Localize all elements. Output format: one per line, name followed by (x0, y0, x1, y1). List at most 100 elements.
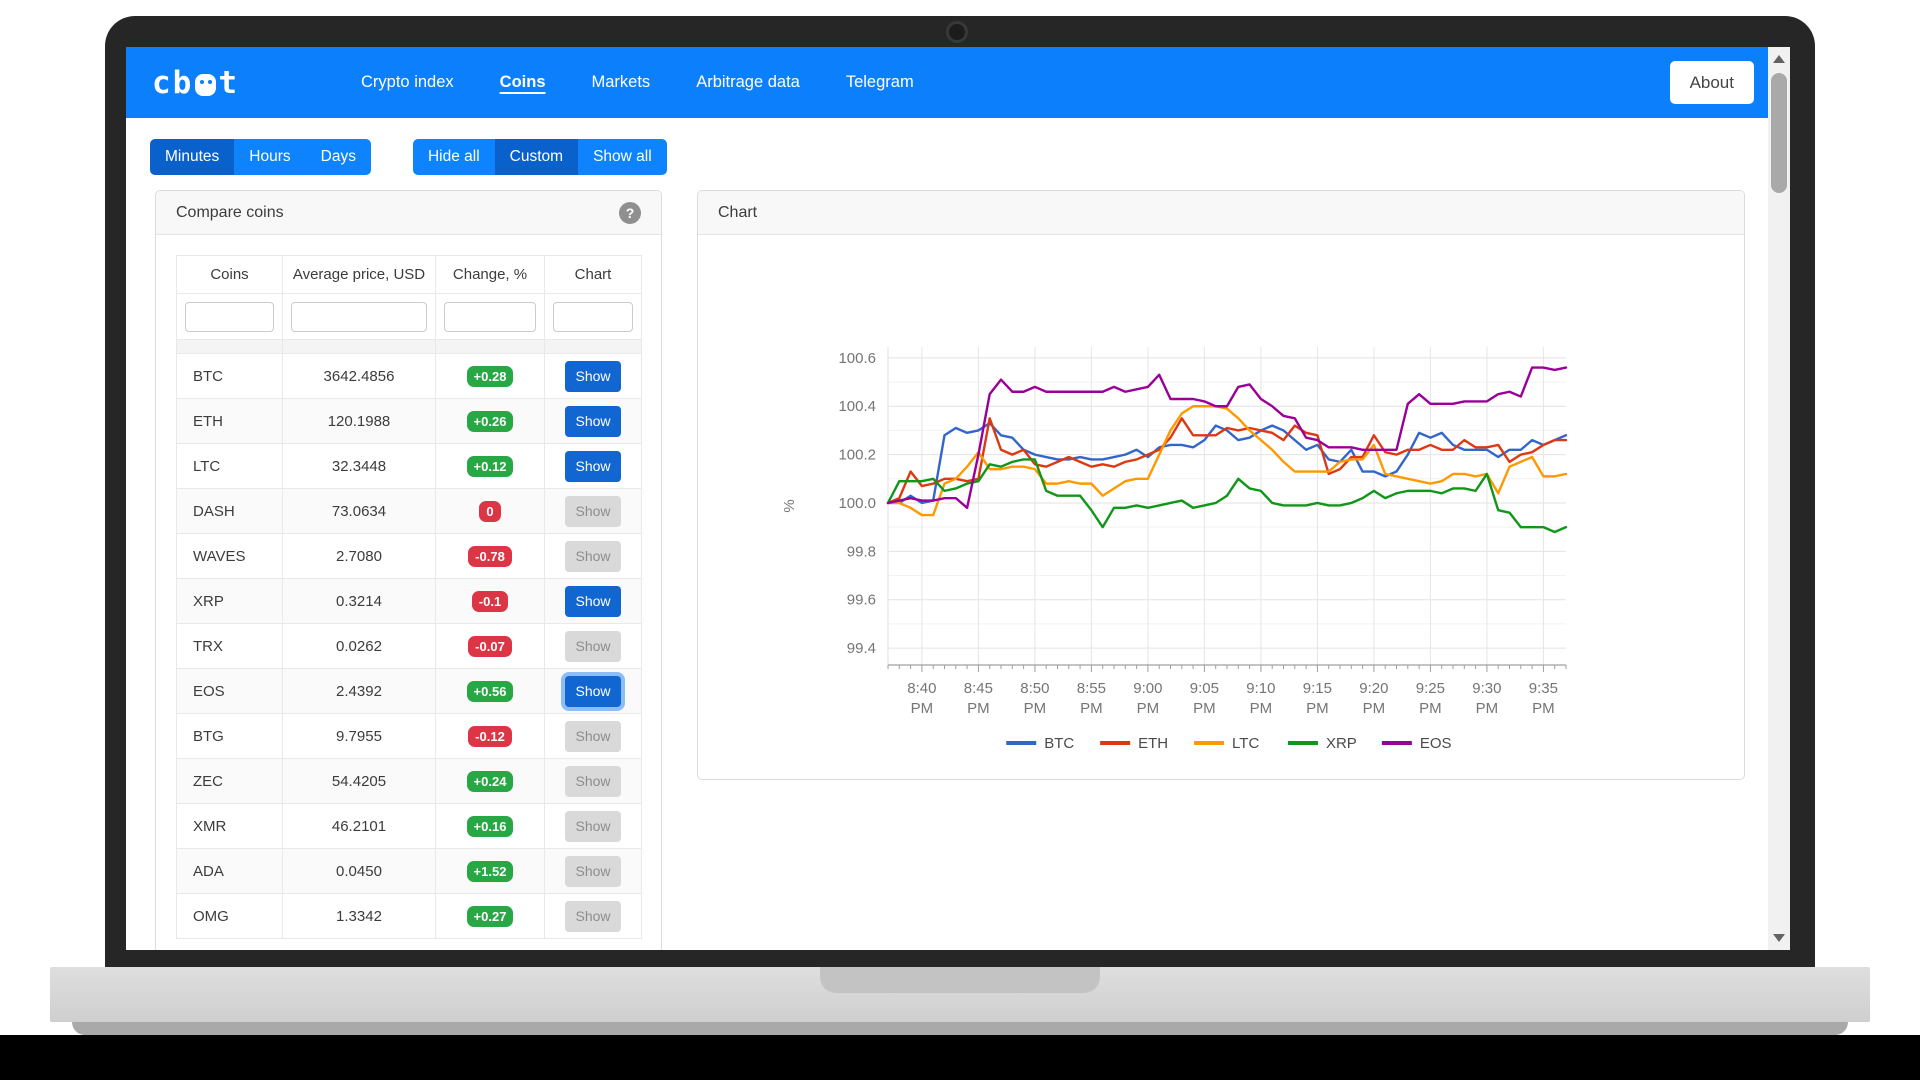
coin-chart-cell: Show (544, 353, 642, 399)
show-button-eos[interactable]: Show (565, 675, 621, 707)
show-button-xrp[interactable]: Show (565, 585, 621, 617)
nav-item-coins[interactable]: Coins (499, 73, 546, 91)
coins-table-head: Coins Average price, USD Change, % Chart (176, 255, 642, 354)
svg-text:99.8: 99.8 (847, 543, 876, 560)
svg-text:PM: PM (1137, 700, 1160, 717)
svg-text:BTC: BTC (1044, 735, 1074, 752)
svg-text:EOS: EOS (1420, 735, 1452, 752)
show-button-dash[interactable]: Show (565, 495, 621, 527)
laptop-base-bottom (72, 1022, 1848, 1035)
coin-change-cell: +0.28 (435, 353, 545, 399)
svg-text:100.2: 100.2 (838, 447, 876, 464)
svg-text:PM: PM (1080, 700, 1103, 717)
coin-name: DASH (176, 488, 283, 534)
coin-name: BTG (176, 713, 283, 759)
coin-change-cell: +0.27 (435, 893, 545, 939)
coins-table-wrap: Coins Average price, USD Change, % Chart BT… (176, 255, 642, 939)
svg-text:8:40: 8:40 (907, 680, 936, 697)
nav-item-telegram[interactable]: Telegram (845, 73, 914, 91)
show-button-ada[interactable]: Show (565, 855, 621, 887)
svg-text:9:00: 9:00 (1133, 680, 1162, 697)
visibility-toggle-group: Hide all Custom Show all (412, 139, 667, 175)
show-button-omg[interactable]: Show (565, 900, 621, 932)
change-badge: +0.24 (466, 770, 514, 792)
filter-cell (544, 293, 642, 340)
coin-price: 3642.4856 (282, 353, 436, 399)
coin-chart-cell: Show (544, 578, 642, 624)
chart-title: Chart (718, 203, 758, 221)
show-button-btc[interactable]: Show (565, 360, 621, 392)
svg-text:PM: PM (1306, 700, 1329, 717)
coin-change-cell: +0.24 (435, 758, 545, 804)
svg-text:PM: PM (1024, 700, 1047, 717)
coins-header-row: Coins Average price, USD Change, % Chart (176, 255, 642, 294)
show-button-btg[interactable]: Show (565, 720, 621, 752)
svg-text:PM: PM (1419, 700, 1442, 717)
table-row-trx: TRX 0.0262 -0.07 Show (176, 623, 642, 669)
filter-input-chart[interactable] (553, 301, 633, 332)
change-badge: +0.26 (466, 410, 514, 432)
coin-name: WAVES (176, 533, 283, 579)
coin-change-cell: 0 (435, 488, 545, 534)
nav-item-arbitrage-data[interactable]: Arbitrage data (696, 73, 800, 91)
coin-price: 9.7955 (282, 713, 436, 759)
nav-item-crypto-index[interactable]: Crypto index (361, 73, 454, 91)
timeframe-toggle-group: Minutes Hours Days (150, 139, 371, 175)
change-badge: +0.12 (466, 455, 514, 477)
svg-text:8:55: 8:55 (1077, 680, 1106, 697)
table-row-ada: ADA 0.0450 +1.52 Show (176, 848, 642, 894)
svg-text:99.4: 99.4 (847, 640, 876, 657)
table-row-btc: BTC 3642.4856 +0.28 Show (176, 353, 642, 399)
coin-name: XMR (176, 803, 283, 849)
show-button-trx[interactable]: Show (565, 630, 621, 662)
show-button-zec[interactable]: Show (565, 765, 621, 797)
coin-price: 32.3448 (282, 443, 436, 489)
toggle-hours[interactable]: Hours (234, 139, 306, 175)
svg-text:9:25: 9:25 (1416, 680, 1445, 697)
toggle-days[interactable]: Days (305, 139, 371, 175)
coin-name: XRP (176, 578, 283, 624)
svg-text:ETH: ETH (1138, 735, 1168, 752)
toggle-show-all[interactable]: Show all (578, 139, 667, 175)
scrollbar-up-arrow-icon[interactable] (1773, 55, 1785, 63)
coin-name: ETH (176, 398, 283, 444)
change-badge: -0.12 (468, 725, 512, 747)
scrollbar-down-arrow-icon[interactable] (1773, 934, 1785, 942)
toggle-hide-all[interactable]: Hide all (412, 139, 495, 175)
change-badge: +0.28 (466, 365, 514, 387)
laptop-base-notch (820, 967, 1100, 993)
coin-chart-cell: Show (544, 443, 642, 489)
spacer-cell (435, 339, 545, 354)
help-icon[interactable]: ? (619, 201, 641, 224)
filter-input-average-price-usd[interactable] (291, 301, 427, 332)
toggle-custom[interactable]: Custom (494, 139, 579, 175)
show-button-xmr[interactable]: Show (565, 810, 621, 842)
svg-text:XRP: XRP (1326, 735, 1357, 752)
filter-input-coins[interactable] (185, 301, 274, 332)
coin-name: OMG (176, 893, 283, 939)
filter-input-change-[interactable] (444, 301, 536, 332)
about-button[interactable]: About (1669, 61, 1754, 104)
show-button-eth[interactable]: Show (565, 405, 621, 437)
coin-chart-cell: Show (544, 623, 642, 669)
vertical-scrollbar[interactable] (1768, 47, 1790, 950)
filter-cell (176, 293, 283, 340)
coin-change-cell: +0.12 (435, 443, 545, 489)
svg-text:9:05: 9:05 (1190, 680, 1219, 697)
toggle-minutes[interactable]: Minutes (150, 139, 235, 175)
table-row-xmr: XMR 46.2101 +0.16 Show (176, 803, 642, 849)
show-button-ltc[interactable]: Show (565, 450, 621, 482)
column-header-coins: Coins (176, 255, 283, 294)
show-button-waves[interactable]: Show (565, 540, 621, 572)
coin-name: LTC (176, 443, 283, 489)
scrollbar-thumb[interactable] (1771, 73, 1787, 193)
change-badge: +0.56 (466, 680, 514, 702)
coin-price: 120.1988 (282, 398, 436, 444)
logo-letter: t (218, 64, 240, 101)
svg-text:99.6: 99.6 (847, 592, 876, 609)
table-row-dash: DASH 73.0634 0 Show (176, 488, 642, 534)
spacer-row (176, 339, 642, 354)
nav-item-markets[interactable]: Markets (591, 73, 651, 91)
